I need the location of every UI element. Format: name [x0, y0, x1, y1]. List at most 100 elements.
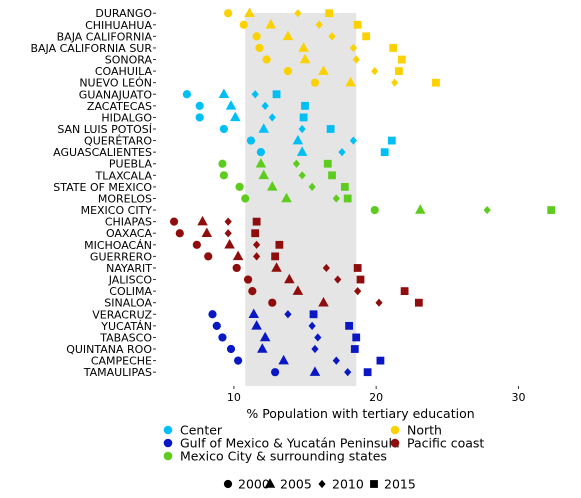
state-label: NAYARIT: [106, 262, 152, 275]
point-2010: [349, 136, 357, 145]
point-2005: [265, 19, 277, 29]
x-axis: 10 20 30: [227, 386, 525, 404]
point-2015: [251, 229, 260, 238]
point-2015: [380, 148, 389, 157]
point-2005: [345, 76, 356, 87]
point-2015: [350, 345, 359, 353]
state-label: SAN LUIS POTOSÍ: [57, 123, 152, 136]
point-2005: [258, 123, 269, 133]
point-2005: [259, 331, 271, 342]
point-2005: [282, 30, 294, 41]
point-2005: [299, 53, 311, 64]
point-2000: [224, 9, 233, 18]
point-2015: [252, 217, 261, 226]
point-2015: [353, 264, 362, 272]
legend-region-marker: [163, 425, 173, 435]
point-2005: [284, 273, 295, 284]
legend-region-marker: [390, 425, 400, 435]
point-2000: [175, 229, 184, 238]
state-label: TAMAULIPAS: [83, 366, 152, 379]
point-2015: [414, 298, 423, 307]
point-2000: [219, 171, 228, 180]
point-2010: [292, 159, 301, 168]
point-2005: [224, 239, 235, 249]
point-2000: [195, 101, 204, 110]
point-2010: [251, 90, 259, 99]
point-2010: [332, 356, 340, 365]
point-2005: [309, 366, 321, 376]
state-label: MICHOACÁN: [84, 239, 152, 252]
legend-region-marker: [163, 438, 173, 448]
point-2005: [298, 42, 309, 52]
point-2015: [343, 194, 352, 203]
point-2010: [294, 9, 302, 18]
year-legend: 2000 2005 2010 2015: [223, 477, 416, 492]
point-2000: [232, 263, 241, 273]
legend-region-label: Mexico City & surrounding states: [180, 449, 387, 464]
point-2005: [248, 308, 260, 319]
legend-region-label: Pacific coast: [407, 436, 484, 451]
state-label: VERACRUZ: [92, 308, 152, 321]
point-2005: [281, 192, 292, 203]
point-2015: [301, 101, 309, 110]
x-tick-label: 10: [227, 391, 241, 404]
point-2015: [387, 136, 396, 145]
point-2010: [391, 78, 399, 87]
point-2010: [261, 101, 269, 110]
state-label: AGUASCALIENTES: [53, 146, 152, 159]
legend-year-marker-2010: [318, 479, 326, 489]
point-2000: [243, 275, 253, 284]
point-2000: [239, 20, 248, 29]
point-2015: [326, 125, 335, 133]
state-label: SINALOA: [104, 297, 152, 310]
state-label: DURANGO: [95, 7, 152, 20]
point-2005: [201, 227, 213, 237]
point-2005: [244, 7, 255, 17]
point-2005: [257, 343, 268, 353]
legend-year-label: 2010: [332, 477, 364, 492]
point-2015: [400, 287, 409, 296]
x-axis-title: % Population with tertiary education: [246, 406, 474, 421]
point-2005: [415, 204, 426, 214]
point-2010: [332, 194, 340, 203]
x-tick-label: 20: [369, 391, 383, 404]
state-label: BAJA CALIFORNIA: [57, 30, 153, 43]
legend-year-label: 2005: [280, 477, 312, 492]
point-2005: [318, 296, 329, 307]
point-2015: [340, 183, 349, 191]
point-2010: [308, 182, 316, 191]
point-2015: [389, 44, 398, 52]
point-2015: [363, 368, 372, 377]
point-2010: [371, 67, 379, 76]
point-2005: [197, 215, 208, 226]
point-2010: [311, 344, 319, 354]
point-2000: [246, 136, 256, 145]
state-label: SONORA: [105, 54, 153, 67]
point-2010: [328, 32, 336, 41]
point-2000: [252, 32, 261, 41]
point-2005: [225, 100, 237, 110]
state-label: TLAXCALA: [95, 169, 153, 182]
point-2000: [248, 287, 257, 296]
state-label: PUEBLA: [109, 158, 153, 171]
point-2015: [432, 78, 440, 87]
point-2005: [255, 157, 267, 168]
point-2000: [234, 356, 243, 365]
point-2010: [298, 124, 306, 134]
point-2000: [256, 148, 265, 157]
point-2010: [268, 113, 276, 122]
point-2015: [345, 321, 354, 330]
point-2015: [395, 67, 403, 75]
point-2015: [325, 9, 334, 18]
data-points: [169, 7, 556, 377]
legend-year-label: 2015: [384, 477, 416, 492]
point-2000: [218, 159, 227, 168]
legend-region-label: Center: [180, 423, 223, 438]
point-2000: [218, 333, 227, 342]
y-ticks: [153, 12, 156, 373]
point-2010: [224, 229, 232, 238]
point-2000: [370, 205, 379, 215]
state-label: HIDALGO: [101, 111, 152, 124]
point-2010: [352, 55, 360, 64]
point-2015: [323, 159, 332, 168]
